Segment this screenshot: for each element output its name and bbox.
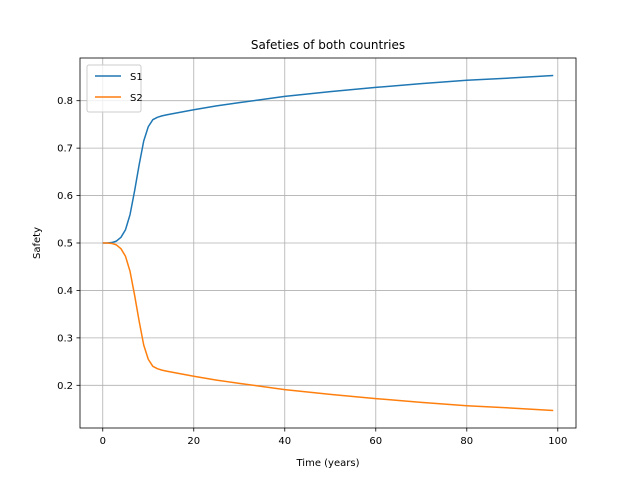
x-tick-label: 20 <box>187 436 200 447</box>
y-tick-label: 0.6 <box>57 191 73 202</box>
x-axis-label: Time (years) <box>296 458 360 469</box>
y-tick-label: 0.5 <box>57 239 73 250</box>
series-lines <box>102 74 554 412</box>
chart-title: Safeties of both countries <box>251 38 405 52</box>
series-line-s1 <box>102 74 554 244</box>
y-tick-label: 0.2 <box>57 381 73 392</box>
x-tick-label: 80 <box>460 436 473 447</box>
series-line-s2 <box>102 242 554 412</box>
grid <box>80 58 576 428</box>
axis-ticks: 0 20 40 60 80 100 0.2 0.3 0.4 0.5 0.6 0.7 0.8 <box>57 96 567 447</box>
x-tick-label: 40 <box>278 436 291 447</box>
y-tick-label: 0.7 <box>57 144 73 155</box>
x-tick-label: 60 <box>369 436 382 447</box>
legend: S1 S2 <box>86 64 143 113</box>
y-tick-label: 0.3 <box>57 333 73 344</box>
y-tick-label: 0.8 <box>57 96 73 107</box>
x-tick-label: 0 <box>100 436 106 447</box>
y-tick-label: 0.4 <box>57 286 73 297</box>
legend-label-s2: S2 <box>130 93 143 104</box>
legend-label-s1: S1 <box>130 72 143 83</box>
x-tick-label: 100 <box>548 436 567 447</box>
y-axis-label: Safety <box>32 227 43 259</box>
